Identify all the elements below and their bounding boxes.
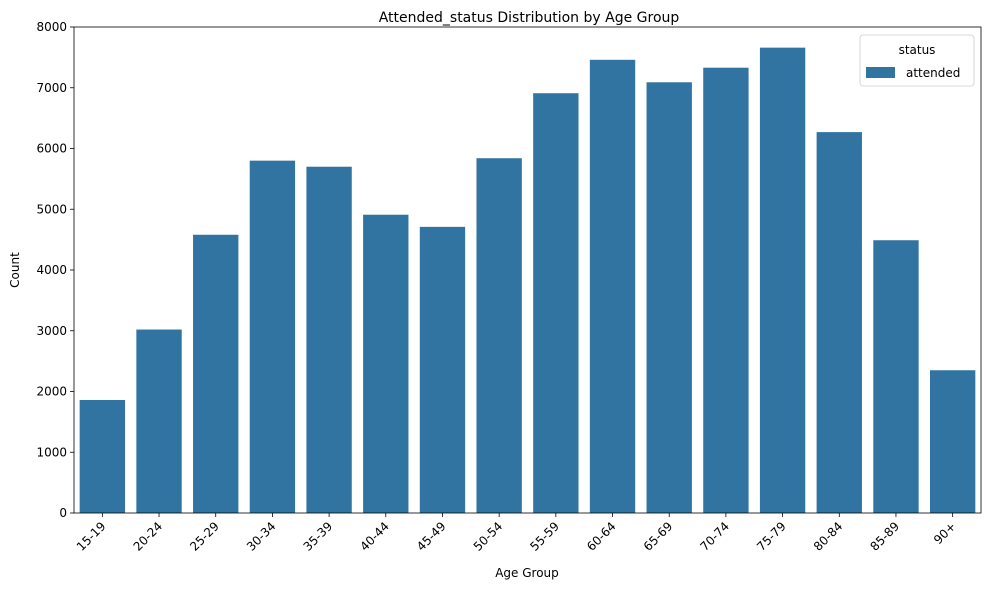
bar-35-39 xyxy=(306,166,352,513)
x-tick-label: 15-19 xyxy=(74,519,109,554)
x-tick-label: 80-84 xyxy=(811,519,846,554)
x-tick-label: 35-39 xyxy=(301,519,336,554)
bar-55-59 xyxy=(533,93,579,513)
bar-40-44 xyxy=(363,214,409,513)
bar-45-49 xyxy=(419,226,466,513)
x-tick-label: 65-69 xyxy=(641,519,676,554)
y-tick-label: 6000 xyxy=(36,142,67,156)
plot-frame xyxy=(73,26,982,514)
x-tick-label: 50-54 xyxy=(471,519,506,554)
x-tick-label: 20-24 xyxy=(131,519,166,554)
bar-20-24 xyxy=(136,329,182,513)
x-tick-label: 30-34 xyxy=(244,519,279,554)
bar-50-54 xyxy=(476,158,522,513)
bar-75-79 xyxy=(759,47,806,513)
x-tick-label: 75-79 xyxy=(754,519,789,554)
legend-label-attended: attended xyxy=(906,66,960,80)
y-tick-label: 2000 xyxy=(36,385,67,399)
y-tick-label: 4000 xyxy=(36,263,67,277)
x-tick-label: 85-89 xyxy=(868,519,903,554)
x-tick-label: 60-64 xyxy=(584,519,619,554)
y-axis: 0 1000 2000 3000 4000 5000 6000 7000 8000 xyxy=(36,20,74,520)
legend: status attended xyxy=(859,34,975,87)
x-axis: 15-19 20-24 25-29 30-34 35-39 40-44 45-49 50-54… xyxy=(74,513,959,554)
legend-title: status xyxy=(899,43,936,57)
bar-25-29 xyxy=(193,234,239,513)
y-tick-label: 8000 xyxy=(36,20,67,34)
chart-title: Attended_status Distribution by Age Grou… xyxy=(379,10,680,26)
y-tick-label: 5000 xyxy=(36,202,67,216)
y-tick-label: 3000 xyxy=(36,324,67,338)
y-tick-label: 7000 xyxy=(36,81,67,95)
bar-60-64 xyxy=(589,59,636,514)
bar-15-19 xyxy=(79,400,126,513)
y-tick-label: 0 xyxy=(59,506,67,520)
bar-30-34 xyxy=(249,160,296,513)
legend-swatch-attended xyxy=(866,67,895,78)
bars-group xyxy=(79,47,976,514)
x-tick-label: 40-44 xyxy=(357,519,392,554)
bar-85-89 xyxy=(873,240,919,514)
y-tick-label: 1000 xyxy=(36,445,67,459)
x-tick-label: 70-74 xyxy=(697,519,732,554)
y-axis-title: Count xyxy=(8,252,22,288)
x-axis-title: Age Group xyxy=(495,566,559,580)
bar-80-84 xyxy=(816,132,862,513)
x-tick-label: 45-49 xyxy=(414,519,449,554)
x-tick-label: 55-59 xyxy=(527,519,562,554)
bar-90+ xyxy=(929,370,976,513)
x-tick-label: 90+ xyxy=(931,519,959,547)
bar-70-74 xyxy=(703,67,749,513)
bar-65-69 xyxy=(646,82,692,513)
x-tick-label: 25-29 xyxy=(187,519,222,554)
